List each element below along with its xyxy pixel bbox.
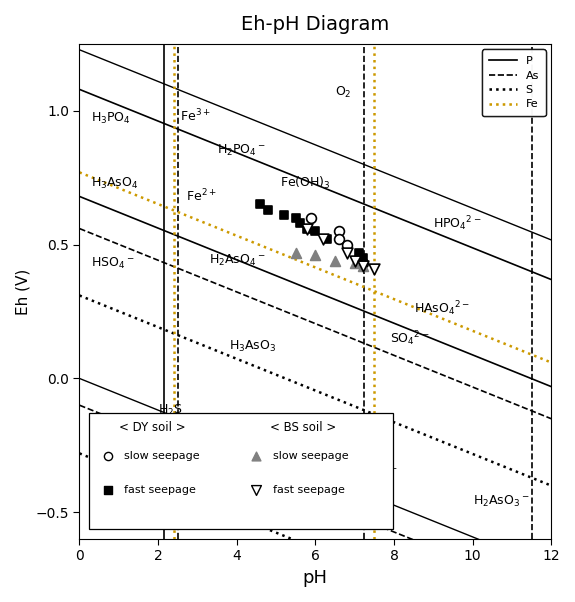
Point xyxy=(342,248,351,258)
Text: fast seepage: fast seepage xyxy=(273,485,345,494)
Point xyxy=(310,250,320,260)
Point xyxy=(334,226,343,236)
Point xyxy=(291,213,300,223)
Text: H$_2$AsO$_3$$^-$: H$_2$AsO$_3$$^-$ xyxy=(473,494,529,509)
Point xyxy=(263,205,273,215)
Text: H$_2$PO$_4$$^-$: H$_2$PO$_4$$^-$ xyxy=(217,143,266,158)
Point xyxy=(350,256,359,265)
Title: Eh-pH Diagram: Eh-pH Diagram xyxy=(241,15,389,34)
Point xyxy=(350,258,359,268)
Point xyxy=(77,329,86,338)
Text: H$_3$AsO$_4$: H$_3$AsO$_4$ xyxy=(91,176,139,191)
Point xyxy=(319,234,328,244)
Point xyxy=(90,347,99,356)
Text: HAsO$_4$$^{2-}$: HAsO$_4$$^{2-}$ xyxy=(413,300,470,318)
Text: Fe$^{2+}$: Fe$^{2+}$ xyxy=(186,188,216,205)
Text: Fe$^{3+}$: Fe$^{3+}$ xyxy=(180,108,210,125)
Point xyxy=(291,248,300,258)
Text: slow seepage: slow seepage xyxy=(273,451,348,461)
Text: Fe(OH)$_3$: Fe(OH)$_3$ xyxy=(280,175,331,191)
Text: H$_2$AsO$_4$$^-$: H$_2$AsO$_4$$^-$ xyxy=(209,253,266,268)
Point xyxy=(358,258,367,268)
Point xyxy=(307,213,316,223)
Point xyxy=(358,261,367,271)
Point xyxy=(279,210,289,220)
Point xyxy=(77,347,86,356)
Text: H$_2$: H$_2$ xyxy=(95,446,112,461)
Point xyxy=(256,200,265,209)
Text: SO$_4$$^{2-}$: SO$_4$$^{2-}$ xyxy=(390,329,430,347)
Point xyxy=(354,248,363,258)
Text: slow seepage: slow seepage xyxy=(124,451,200,461)
Point xyxy=(370,264,379,273)
Y-axis label: Eh (V): Eh (V) xyxy=(15,268,30,315)
Text: H$_3$PO$_4$: H$_3$PO$_4$ xyxy=(91,111,131,126)
Point xyxy=(331,256,340,265)
Text: < DY soil >: < DY soil > xyxy=(119,421,186,434)
Point xyxy=(334,234,343,244)
Text: HS$^-$: HS$^-$ xyxy=(370,465,398,479)
Point xyxy=(295,219,304,228)
X-axis label: pH: pH xyxy=(303,569,328,587)
Point xyxy=(323,234,332,244)
Text: HPO$_4$$^{2-}$: HPO$_4$$^{2-}$ xyxy=(433,214,482,232)
Text: fast seepage: fast seepage xyxy=(124,485,196,494)
Point xyxy=(90,329,99,338)
Point xyxy=(358,261,367,271)
Text: < BS soil >: < BS soil > xyxy=(270,421,336,434)
Point xyxy=(303,224,312,234)
Point xyxy=(303,224,312,234)
Text: H$_2$S: H$_2$S xyxy=(158,403,183,418)
Text: HSO$_4$$^-$: HSO$_4$$^-$ xyxy=(91,256,135,271)
Point xyxy=(342,240,351,249)
Text: H$_3$AsO$_3$: H$_3$AsO$_3$ xyxy=(229,339,276,354)
Text: O$_2$: O$_2$ xyxy=(335,84,351,99)
Bar xyxy=(89,413,393,529)
Point xyxy=(358,253,367,263)
Point xyxy=(310,226,320,236)
Legend: P, As, S, Fe: P, As, S, Fe xyxy=(482,49,546,116)
